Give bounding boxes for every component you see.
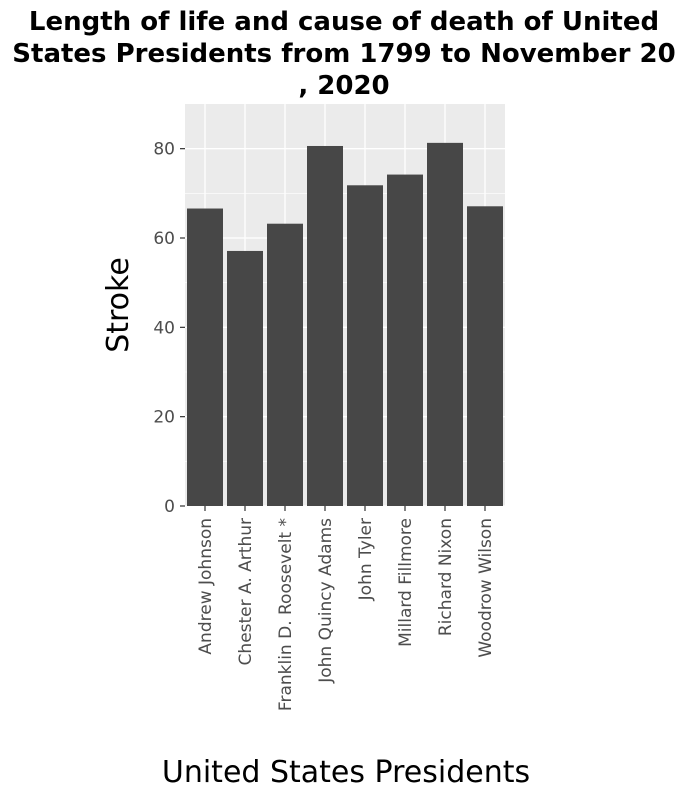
y-tick-label: 80 [153,140,175,160]
bars [187,142,503,507]
x-tick-label: John Tyler [356,518,376,601]
y-tick-label: 60 [153,229,175,249]
x-tick-label: Millard Fillmore [396,518,416,647]
y-axis-title: Stroke [101,257,136,353]
x-tick-label: Franklin D. Roosevelt * [276,518,296,711]
chart-title-line-3: , 2020 [298,71,389,101]
x-tick-label: Woodrow Wilson [476,518,496,658]
chart-title-line-1: Length of life and cause of death of Uni… [29,7,659,37]
y-tick-label: 20 [153,408,175,428]
x-axis: Andrew Johnson Chester A. Arthur Franklin … [196,506,496,711]
bar [227,250,263,506]
x-tick-label: Richard Nixon [436,518,456,636]
bar [467,206,503,506]
bar [307,145,343,506]
bar [187,208,223,506]
y-tick-label: 40 [153,318,175,338]
bar [267,223,303,506]
bar [387,174,423,506]
y-axis: 0 20 40 60 80 [153,140,185,517]
chart-title-line-2: States Presidents from 1799 to November … [12,39,675,69]
x-tick-label: John Quincy Adams [316,518,336,684]
bar [427,142,463,507]
chart-title: Length of life and cause of death of Uni… [12,7,675,101]
x-tick-label: Chester A. Arthur [236,518,256,665]
x-tick-label: Andrew Johnson [196,518,216,655]
bar [347,185,383,506]
y-tick-label: 0 [164,497,175,517]
x-axis-title: United States Presidents [162,755,530,790]
